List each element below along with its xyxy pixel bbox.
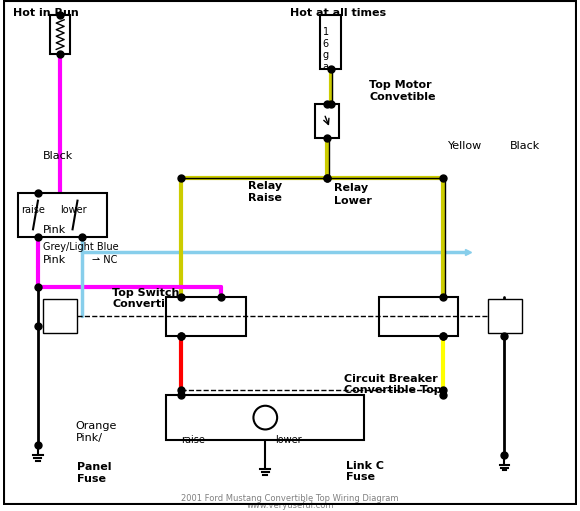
Text: Grey/Light Blue: Grey/Light Blue: [43, 242, 118, 252]
Text: g: g: [322, 51, 329, 60]
Text: Relay: Relay: [248, 181, 282, 191]
Text: Circuit Breaker: Circuit Breaker: [345, 374, 438, 384]
Text: Fuse: Fuse: [78, 474, 107, 484]
Text: lower: lower: [275, 435, 302, 445]
Text: Pink: Pink: [43, 255, 66, 265]
Bar: [18, 193, 107, 237]
Text: Pink/: Pink/: [75, 433, 103, 443]
Text: Yellow: Yellow: [448, 141, 483, 151]
Text: 2001 Ford Mustang Convertible Top Wiring Diagram: 2001 Ford Mustang Convertible Top Wiring…: [181, 494, 399, 503]
Text: www.veryuseful.com: www.veryuseful.com: [246, 501, 334, 510]
Text: Convertible: Convertible: [112, 299, 184, 309]
Bar: [43, 299, 78, 333]
Text: Raise: Raise: [248, 193, 282, 203]
Text: lower: lower: [60, 204, 86, 215]
Text: Panel: Panel: [78, 462, 112, 473]
Bar: [50, 15, 70, 54]
Text: 1: 1: [322, 27, 329, 37]
Bar: [315, 104, 339, 138]
Text: Convertible Top: Convertible Top: [345, 385, 442, 396]
Text: Relay: Relay: [335, 183, 369, 193]
Bar: [379, 296, 458, 336]
Bar: [320, 15, 342, 69]
Text: Black: Black: [43, 151, 73, 161]
Text: raise: raise: [21, 204, 45, 215]
Bar: [166, 296, 245, 336]
Bar: [488, 299, 522, 333]
Text: Link C: Link C: [346, 460, 385, 471]
Text: Orange: Orange: [75, 421, 117, 431]
Text: Top Motor: Top Motor: [369, 80, 432, 90]
Text: Hot in Run: Hot in Run: [13, 8, 79, 18]
Text: raise: raise: [182, 435, 205, 445]
Text: Fuse: Fuse: [346, 472, 375, 482]
Text: Convetible: Convetible: [369, 92, 436, 102]
Text: Lower: Lower: [335, 196, 372, 205]
Bar: [166, 396, 364, 440]
Text: a: a: [322, 62, 329, 72]
Text: Black: Black: [509, 141, 539, 151]
Text: Pink: Pink: [43, 225, 66, 235]
Text: ⇀ NC: ⇀ NC: [92, 255, 118, 265]
Text: Hot at all times: Hot at all times: [290, 8, 386, 18]
Text: 6: 6: [322, 38, 329, 49]
Text: Top Switch: Top Switch: [112, 288, 179, 297]
